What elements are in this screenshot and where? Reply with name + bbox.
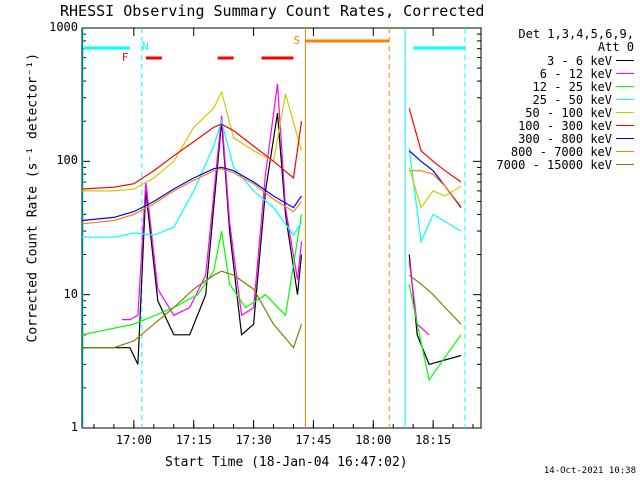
- legend-label: 300 - 800 keV: [518, 131, 612, 146]
- series-line-9-seg-1: [82, 270, 303, 349]
- y-tick-label: 10: [63, 286, 78, 301]
- legend-swatch: [616, 112, 634, 113]
- legend-label: 3 - 6 keV: [546, 53, 612, 68]
- legend: Det 1,3,4,5,6,9, Att 0 3 - 6 keV 6 - 12 k…: [474, 27, 634, 172]
- chart-title: RHESSI Observing Summary Count Rates, Co…: [60, 2, 485, 20]
- x-tick-label: 17:15: [175, 433, 212, 447]
- series-line-5-seg-1: [82, 90, 303, 192]
- legend-item: 800 - 7000 keV: [474, 144, 634, 159]
- legend-label: 6 - 12 keV: [539, 66, 612, 81]
- legend-label: 12 - 25 keV: [532, 79, 612, 94]
- legend-label: 25 - 50 keV: [532, 92, 612, 107]
- legend-item: 25 - 50 keV: [474, 92, 634, 107]
- y-tick-label: 1000: [49, 20, 78, 34]
- series-line-2-seg-1: [121, 83, 303, 321]
- series-line-4-seg-2: [408, 148, 462, 244]
- flare-marker-label: F: [122, 51, 129, 64]
- timestamp-label: 14-Oct-2021 10:38: [543, 466, 636, 476]
- legend-item: 6 - 12 keV: [474, 66, 634, 81]
- legend-label: 100 - 300 keV: [518, 118, 612, 133]
- series-line-7-seg-2: [408, 150, 462, 208]
- legend-swatch: [616, 99, 634, 100]
- y-tick-label: 1: [70, 420, 78, 434]
- legend-label: 50 - 100 keV: [525, 105, 612, 120]
- legend-item: 300 - 800 keV: [474, 131, 634, 146]
- series-line-6-seg-2: [408, 108, 462, 183]
- legend-label: 7000 - 15000 keV: [496, 157, 612, 172]
- legend-swatch: [616, 73, 634, 74]
- legend-swatch: [616, 164, 634, 165]
- series-line-3-seg-2: [408, 283, 462, 382]
- legend-header-attenuator: Att 0: [597, 40, 634, 54]
- y-tick-label: 100: [56, 153, 78, 168]
- series-line-9-seg-2: [408, 274, 462, 325]
- legend-swatch: [616, 86, 634, 87]
- legend-swatch: [616, 60, 634, 61]
- series-line-8-seg-1: [81, 168, 302, 225]
- series-line-1-seg-2: [408, 254, 462, 366]
- series-line-8-seg-2: [409, 170, 462, 207]
- legend-item: 100 - 300 keV: [474, 118, 634, 133]
- x-tick-label: 17:45: [295, 433, 332, 447]
- legend-header-detectors: Det 1,3,4,5,6,9,: [518, 27, 634, 41]
- legend-swatch: [616, 125, 634, 126]
- legend-item: 50 - 100 keV: [474, 105, 634, 120]
- legend-swatch: [616, 138, 634, 139]
- night-marker-label: N: [142, 40, 149, 53]
- legend-item: 7000 - 15000 keV: [474, 157, 634, 172]
- x-tick-label: 17:00: [115, 433, 152, 447]
- legend-item: 3 - 6 keV: [474, 53, 634, 68]
- y-axis-label: Corrected Count Rate (s⁻¹ detector⁻¹): [25, 52, 41, 343]
- x-tick-label: 18:15: [415, 433, 452, 447]
- x-axis-label: Start Time (18-Jan-04 16:47:02): [165, 455, 408, 470]
- legend-item: 12 - 25 keV: [474, 79, 634, 94]
- legend-label: 800 - 7000 keV: [510, 144, 612, 159]
- series-line-7-seg-1: [81, 166, 302, 222]
- x-tick-label: 18:00: [355, 433, 392, 447]
- legend-rows: 3 - 6 keV 6 - 12 keV 12 - 25 keV 25 - 50 ke…: [474, 53, 634, 172]
- series-line-4-seg-1: [82, 119, 303, 238]
- saa-marker-label: S: [293, 34, 300, 47]
- series-line-3-seg-1: [81, 214, 303, 336]
- plot-frame: [81, 27, 482, 429]
- x-tick-label: 17:30: [235, 433, 272, 447]
- legend-swatch: [616, 151, 634, 152]
- series-line-6-seg-1: [81, 121, 303, 190]
